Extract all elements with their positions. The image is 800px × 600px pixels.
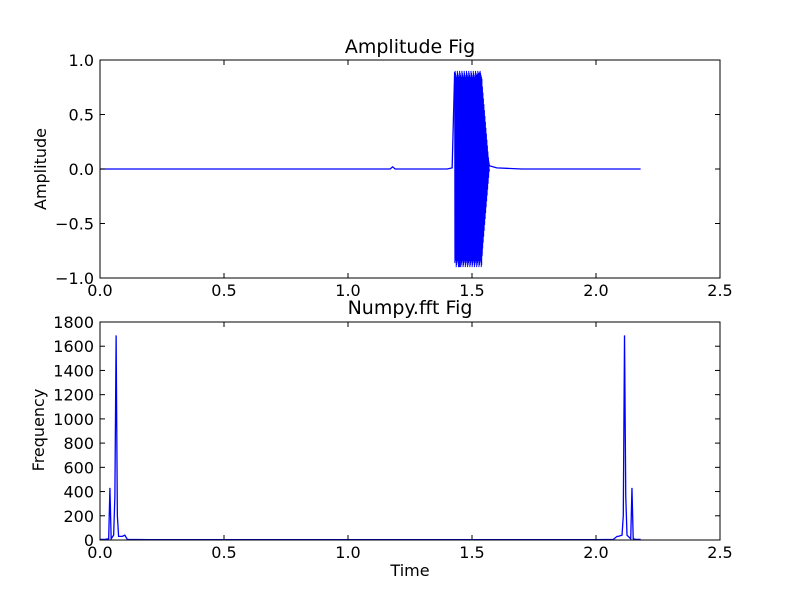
x-tick-label: 0.5	[211, 281, 236, 300]
y-tick-label: 0	[84, 531, 94, 550]
x-tick-label: 2.5	[707, 281, 732, 300]
y-tick-label: 200	[63, 507, 94, 526]
x-tick-label: 1.5	[459, 543, 484, 562]
y-axis: −1.0 −0.5 0.0 0.5 1.0	[55, 51, 720, 288]
plot-area	[100, 335, 641, 541]
y-tick-label: 600	[63, 458, 94, 477]
fft-chart: Numpy.fft Fig Frequency Time 0.0 0.5 1.0 1.…	[29, 297, 733, 580]
amplitude-chart: Amplitude Fig Amplitude 0.0 0.5 1.0 1.5 2.0 2…	[31, 36, 733, 300]
x-tick-label: 2.0	[583, 543, 608, 562]
y-tick-label: 0.0	[69, 160, 94, 179]
y-tick-label: 1800	[53, 313, 94, 332]
x-axis: 0.0 0.5 1.0 1.5 2.0 2.5	[87, 322, 733, 562]
y-tick-label: 1600	[53, 337, 94, 356]
x-tick-label: 2.0	[583, 281, 608, 300]
y-tick-label: 800	[63, 434, 94, 453]
y-tick-label: −0.5	[55, 215, 94, 234]
y-tick-label: 1400	[53, 361, 94, 380]
plot-area	[100, 70, 641, 268]
series-line	[100, 71, 641, 268]
y-tick-label: 0.5	[69, 106, 94, 125]
x-tick-label: 1.5	[459, 281, 484, 300]
y-axis: 0 200 400 600 800 1000 1200 1400 1600 1800	[53, 313, 720, 550]
x-tick-label: 1.0	[335, 281, 360, 300]
x-tick-label: 0.0	[87, 281, 112, 300]
x-tick-label: 2.5	[707, 543, 732, 562]
y-axis-label: Amplitude	[31, 128, 50, 210]
series-line	[100, 335, 641, 541]
x-axis-label: Time	[389, 561, 429, 580]
y-tick-label: 400	[63, 483, 94, 502]
x-tick-label: 0.0	[87, 543, 112, 562]
x-axis: 0.0 0.5 1.0 1.5 2.0 2.5	[87, 60, 733, 300]
x-tick-label: 1.0	[335, 543, 360, 562]
y-tick-label: 1000	[53, 410, 94, 429]
x-tick-label: 0.5	[211, 543, 236, 562]
chart-title: Numpy.fft Fig	[348, 297, 473, 319]
chart-title: Amplitude Fig	[345, 36, 475, 58]
y-axis-label: Frequency	[29, 389, 48, 472]
y-tick-label: −1.0	[55, 269, 94, 288]
y-tick-label: 1.0	[69, 51, 94, 70]
axes-frame	[99, 321, 721, 541]
y-tick-label: 1200	[53, 386, 94, 405]
series-burst	[454, 70, 490, 268]
